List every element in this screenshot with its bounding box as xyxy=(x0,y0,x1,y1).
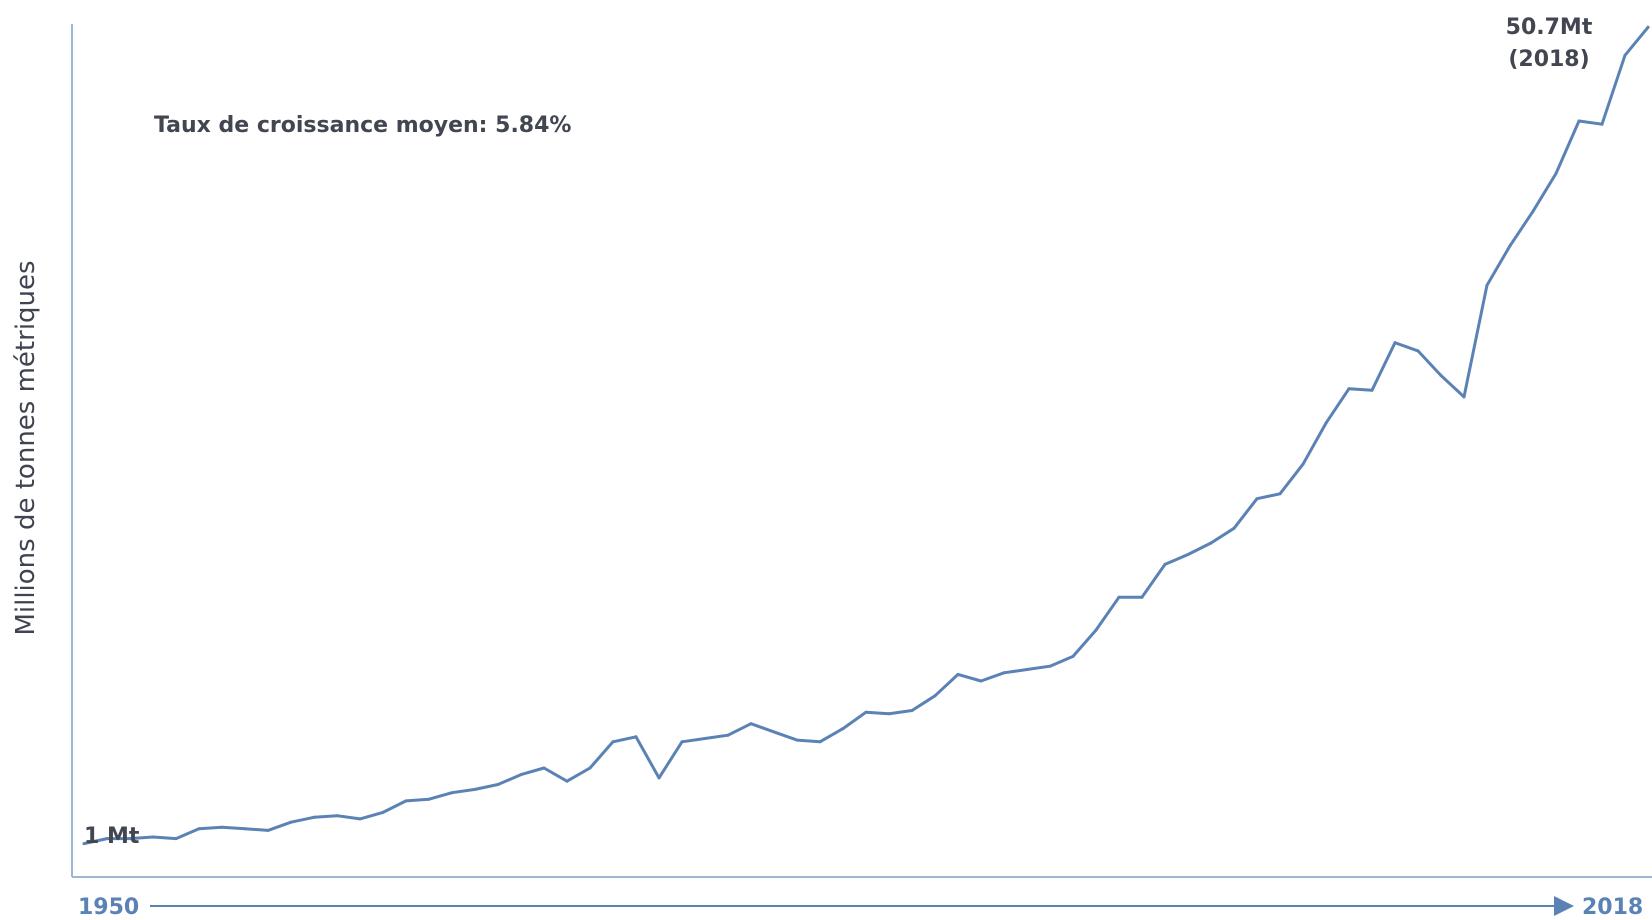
data-point-1984 xyxy=(865,711,868,714)
data-point-1978 xyxy=(727,734,730,737)
data-point-1993 xyxy=(1072,655,1075,658)
data-point-1991 xyxy=(1026,668,1029,671)
data-point-2003 xyxy=(1302,463,1305,466)
data-points xyxy=(83,26,1650,845)
end-value-label: 50.7Mt xyxy=(1506,15,1593,40)
x-end-label: 2018 xyxy=(1582,895,1643,920)
data-point-1992 xyxy=(1049,665,1052,668)
data-point-1982 xyxy=(819,740,822,743)
data-point-1977 xyxy=(704,737,707,740)
data-point-2016 xyxy=(1601,123,1604,126)
data-point-1994 xyxy=(1095,629,1098,632)
data-point-1990 xyxy=(1003,671,1006,674)
data-point-1968 xyxy=(497,783,500,786)
growth-rate-annotation: Taux de croissance moyen: 5.84% xyxy=(154,113,571,138)
data-point-1989 xyxy=(980,680,983,683)
data-point-1969 xyxy=(520,773,523,776)
data-point-1958 xyxy=(267,829,270,832)
data-point-2017 xyxy=(1624,54,1627,57)
data-point-2013 xyxy=(1532,210,1535,213)
data-point-1970 xyxy=(543,767,546,770)
data-point-2011 xyxy=(1486,284,1489,287)
data-point-1998 xyxy=(1187,553,1190,556)
data-point-1975 xyxy=(658,776,661,779)
start-value-label: 1 Mt xyxy=(84,824,140,849)
data-point-1960 xyxy=(313,816,316,819)
data-point-2001 xyxy=(1256,497,1259,500)
data-point-2008 xyxy=(1417,349,1420,352)
data-point-1956 xyxy=(221,826,224,829)
data-point-1987 xyxy=(934,694,937,697)
data-point-1986 xyxy=(911,709,914,712)
data-point-1963 xyxy=(382,811,385,814)
data-point-1999 xyxy=(1210,542,1213,545)
data-point-1953 xyxy=(152,836,155,839)
data-point-1967 xyxy=(474,788,477,791)
data-point-2014 xyxy=(1555,172,1558,175)
data-point-1973 xyxy=(612,740,615,743)
data-point-2007 xyxy=(1394,341,1397,344)
data-point-2010 xyxy=(1463,395,1466,398)
data-point-1979 xyxy=(750,722,753,725)
data-point-1971 xyxy=(566,780,569,783)
data-point-1955 xyxy=(198,827,201,830)
data-point-1996 xyxy=(1141,596,1144,599)
data-point-2004 xyxy=(1325,422,1328,425)
data-line xyxy=(84,27,1648,843)
data-point-1964 xyxy=(405,799,408,802)
data-point-1962 xyxy=(359,817,362,820)
data-point-1972 xyxy=(589,767,592,770)
data-point-2000 xyxy=(1233,527,1236,530)
data-point-1965 xyxy=(428,798,431,801)
data-point-1976 xyxy=(681,740,684,743)
data-point-1966 xyxy=(451,791,454,794)
data-point-2015 xyxy=(1578,120,1581,123)
data-point-1959 xyxy=(290,821,293,824)
x-start-label: 1950 xyxy=(78,895,139,920)
data-point-1974 xyxy=(635,735,638,738)
data-point-2012 xyxy=(1509,244,1512,247)
data-point-2009 xyxy=(1440,374,1443,377)
data-point-1988 xyxy=(957,673,960,676)
end-year-label: (2018) xyxy=(1508,47,1589,72)
data-point-2018 xyxy=(1647,26,1650,29)
data-point-1985 xyxy=(888,712,891,715)
data-point-1954 xyxy=(175,837,178,840)
data-point-2005 xyxy=(1348,387,1351,390)
data-point-1961 xyxy=(336,814,339,817)
data-point-1980 xyxy=(773,730,776,733)
data-point-2002 xyxy=(1279,492,1282,495)
data-point-1995 xyxy=(1118,596,1121,599)
data-point-1983 xyxy=(842,727,845,730)
data-point-1957 xyxy=(244,827,247,830)
data-point-1997 xyxy=(1164,563,1167,566)
y-axis-label: Millions de tonnes métriques xyxy=(11,260,41,635)
data-point-2006 xyxy=(1371,389,1374,392)
data-point-1981 xyxy=(796,739,799,742)
